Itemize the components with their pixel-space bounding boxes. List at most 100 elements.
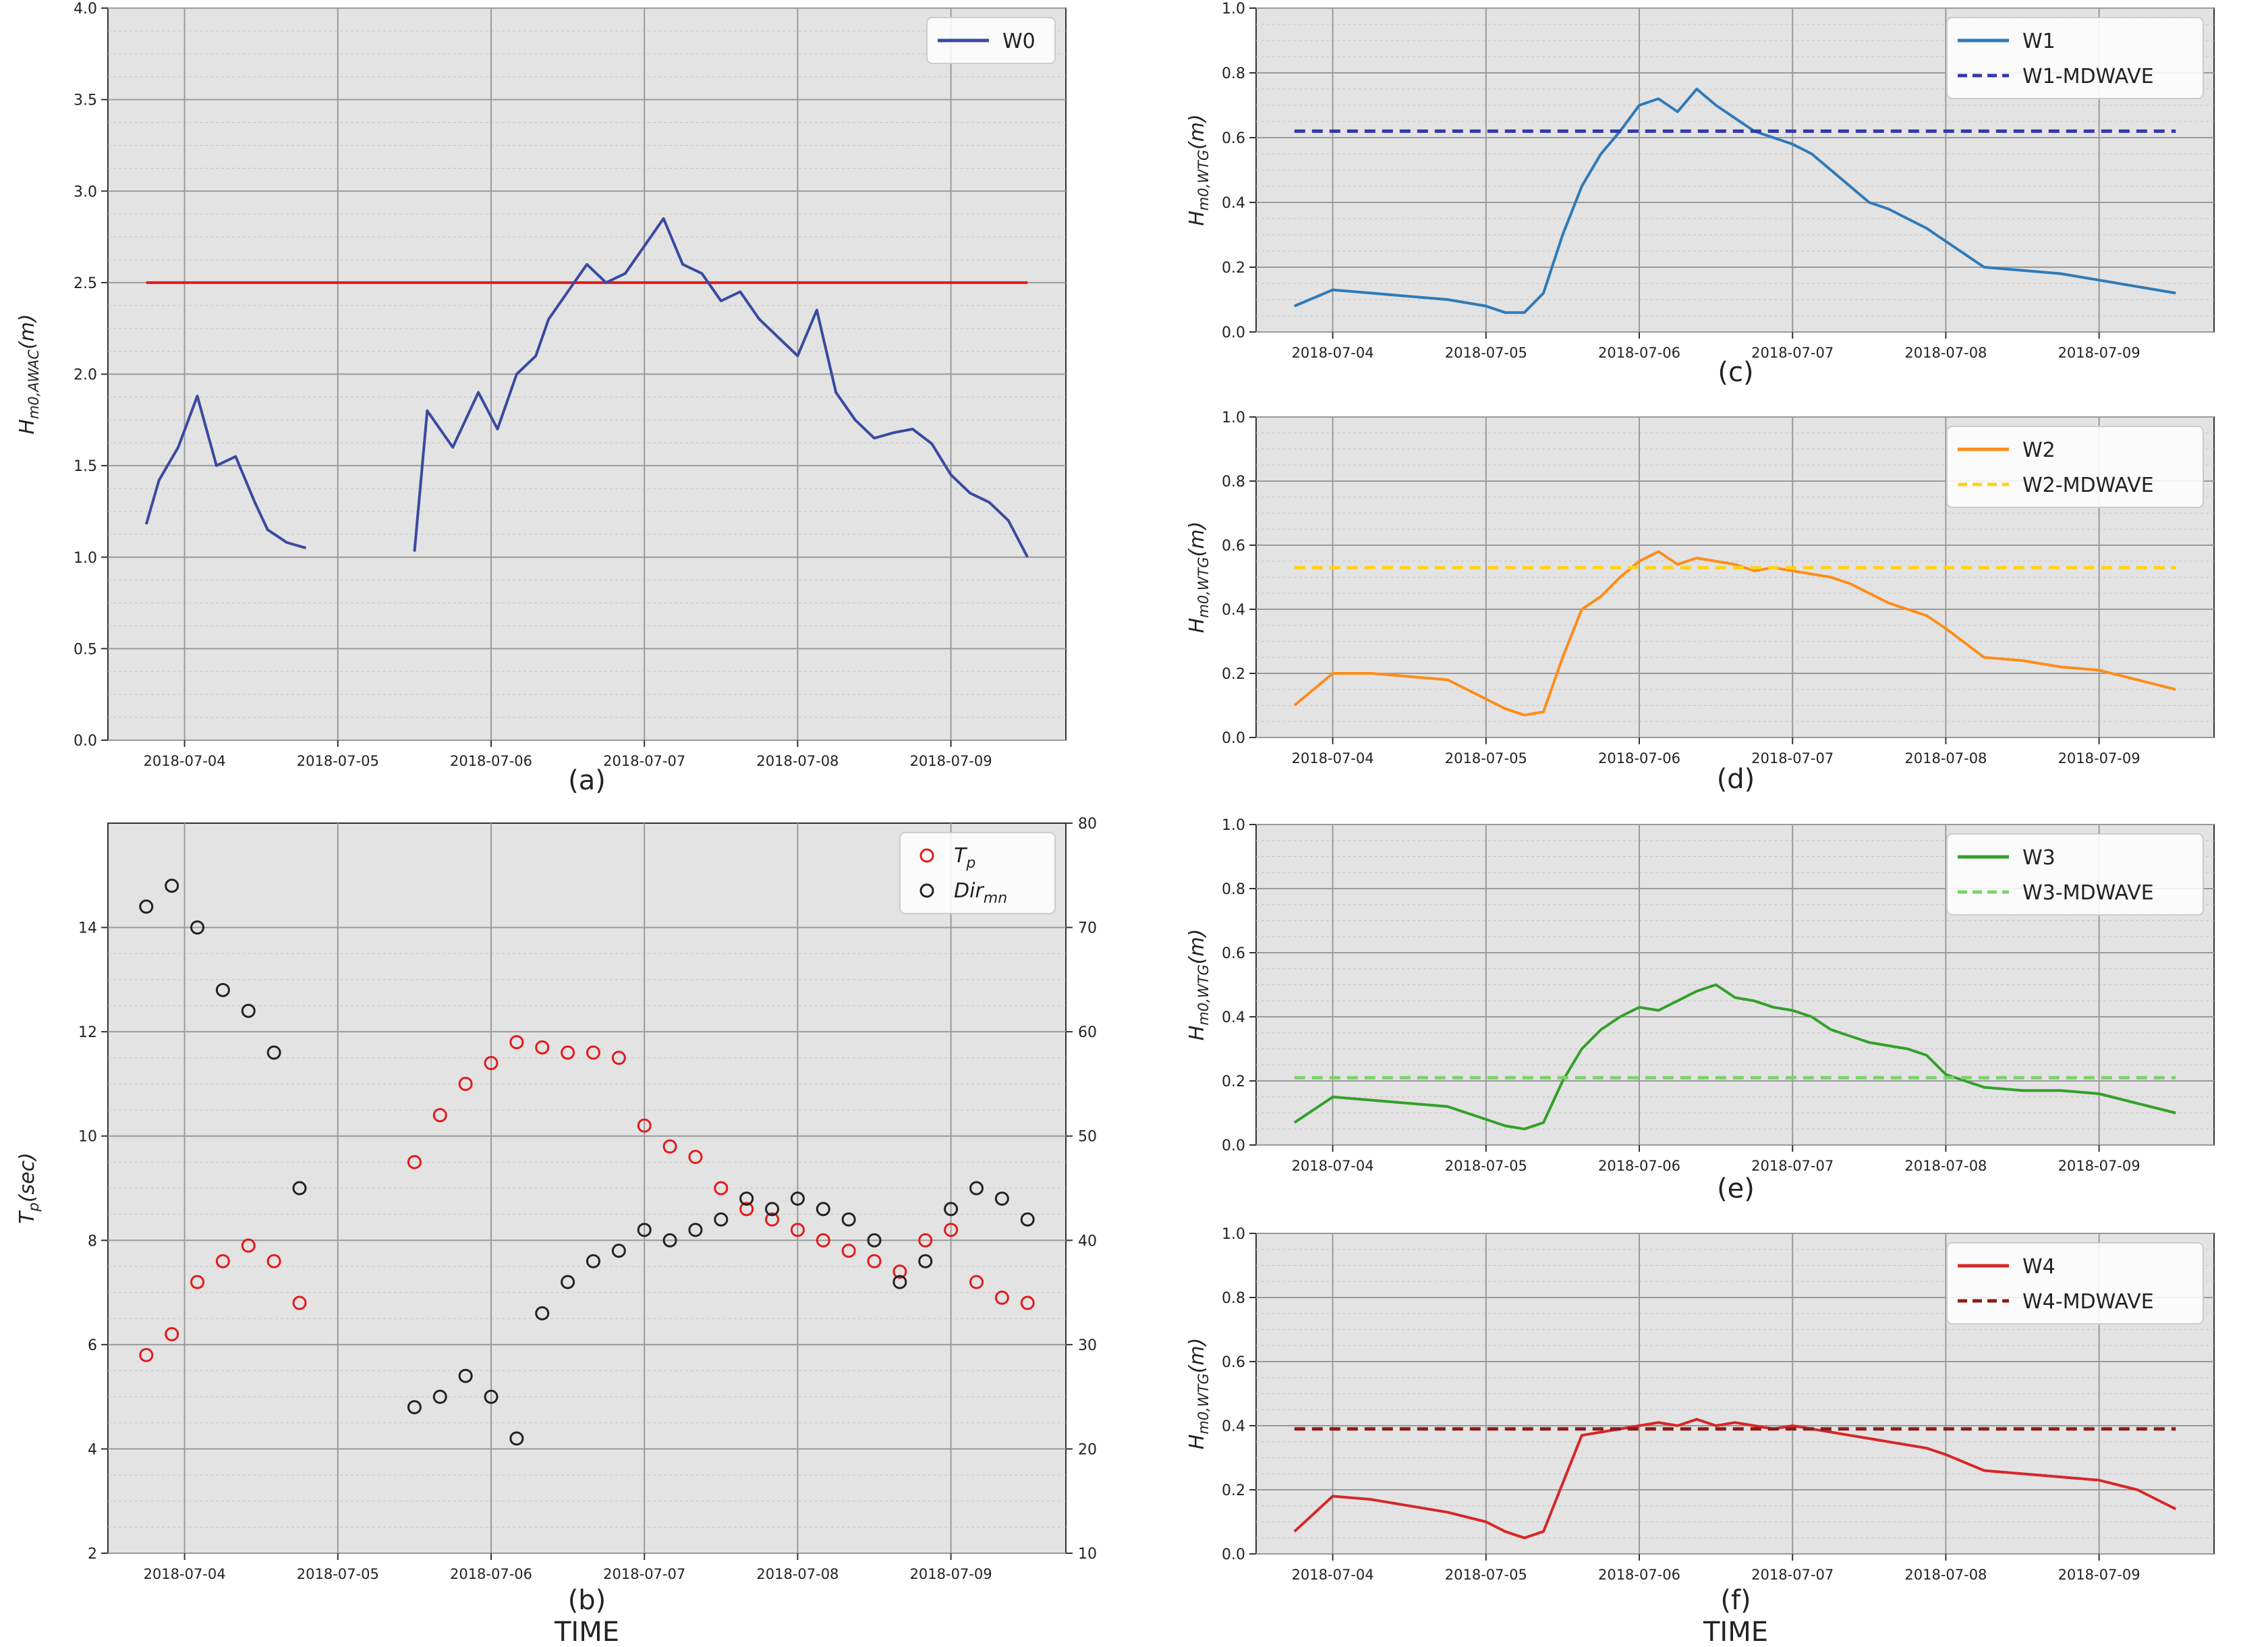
x-axis-label: TIME — [554, 1617, 619, 1647]
data-point — [458, 1368, 473, 1383]
legend-box — [926, 17, 1056, 64]
data-point — [1020, 1212, 1035, 1227]
y-tick-label: 0.6 — [1222, 538, 1245, 555]
legend-marker — [919, 883, 934, 898]
y-right-tick-label: 60 — [1078, 1024, 1097, 1041]
data-point — [867, 1233, 882, 1248]
panel-b: 2 4 6 8 10 12 14 2018-07-04 2018-07-05 2018-07-06… — [16, 816, 1097, 1647]
data-point — [765, 1212, 780, 1227]
data-point — [994, 1191, 1009, 1206]
series-t — [139, 1035, 1035, 1362]
panel-label: (a) — [568, 765, 606, 796]
y-right-tick-label: 80 — [1078, 816, 1097, 833]
data-point — [139, 1347, 154, 1362]
y-tick-label: 2 — [88, 1546, 97, 1563]
y-tick-label: 0.2 — [1222, 1073, 1245, 1090]
legend-label: W3-MDWAVE — [2022, 881, 2154, 905]
y-axis-label: Hm0,WTG(m) — [1185, 1338, 1212, 1450]
y-tick-label: 4.0 — [74, 1, 97, 18]
y-tick-label: 0.6 — [1222, 945, 1245, 962]
series-dir — [139, 878, 1035, 1446]
x-tick-label: 2018-07-06 — [1598, 345, 1680, 361]
data-point — [1020, 1295, 1035, 1310]
legend-label: Dirmn — [954, 879, 1007, 907]
panel-e: 0.0 0.2 0.4 0.6 0.8 1.0 2018-07-04 2018-07-05 20… — [1185, 817, 2215, 1204]
x-tick-label: 2018-07-06 — [450, 1566, 532, 1582]
legend-label: W4-MDWAVE — [2022, 1290, 2154, 1314]
y-tick-label: 2.5 — [74, 275, 97, 292]
y-right-tick-label: 70 — [1078, 920, 1097, 937]
panel-d: 0.0 0.2 0.4 0.6 0.8 1.0 2018-07-04 2018-07-05 20… — [1185, 410, 2215, 795]
x-tick-label: 2018-07-09 — [2058, 345, 2141, 361]
y-axis-label: Hm0,WTG(m) — [1185, 522, 1212, 634]
data-point — [241, 1238, 256, 1253]
data-point — [867, 1254, 882, 1268]
data-point — [662, 1233, 677, 1248]
data-point — [190, 920, 205, 935]
x-tick-label: 2018-07-06 — [1598, 1158, 1680, 1174]
y-tick-label: 0.2 — [1222, 666, 1245, 683]
data-point — [215, 1254, 230, 1268]
x-tick-label: 2018-07-05 — [1445, 750, 1527, 766]
panel-f: 0.0 0.2 0.4 0.6 0.8 1.0 2018-07-04 2018-07-05 20… — [1185, 1226, 2215, 1647]
data-point — [918, 1233, 933, 1248]
data-point — [484, 1056, 499, 1071]
y-axis-label: Tp(sec) — [16, 1152, 42, 1224]
data-point — [790, 1191, 805, 1206]
data-point — [688, 1150, 703, 1165]
series-line — [144, 395, 307, 550]
data-point — [458, 1076, 473, 1091]
data-point — [611, 1051, 626, 1065]
x-tick-label: 2018-07-04 — [144, 1566, 226, 1582]
x-tick-label: 2018-07-07 — [1751, 1158, 1834, 1174]
legend-marker — [919, 848, 934, 863]
data-point — [816, 1233, 830, 1248]
x-tick-label: 2018-07-09 — [910, 1566, 992, 1582]
x-tick-label: 2018-07-08 — [1904, 750, 1987, 766]
y-tick-label: 0.6 — [1222, 1354, 1245, 1371]
x-tick-label: 2018-07-08 — [1904, 1567, 1987, 1583]
y-tick-label: 1.0 — [1222, 1, 1245, 18]
data-point — [611, 1244, 626, 1258]
data-point — [892, 1275, 907, 1289]
x-tick-label: 2018-07-07 — [603, 1566, 685, 1582]
data-point — [241, 1003, 256, 1018]
y-axis-label: Hm0,WTG(m) — [1185, 929, 1212, 1041]
data-point — [790, 1223, 805, 1237]
y-tick-label: 0.8 — [1222, 881, 1245, 898]
y-right-tick-label: 20 — [1078, 1441, 1097, 1458]
data-point — [292, 1295, 307, 1310]
legend: W1 W1-MDWAVE — [1946, 17, 2204, 99]
x-tick-label: 2018-07-06 — [1598, 750, 1680, 766]
panel-label: (f) — [1720, 1585, 1751, 1616]
y-tick-label: 0.5 — [74, 641, 97, 658]
data-point — [266, 1254, 281, 1268]
legend-box — [1946, 833, 2204, 916]
legend-label: Tp — [954, 844, 975, 872]
data-point — [535, 1040, 550, 1055]
panel-label: (e) — [1717, 1173, 1755, 1204]
x-tick-label: 2018-07-06 — [1598, 1567, 1680, 1583]
y-tick-label: 1.0 — [1222, 1226, 1245, 1243]
series-line — [1293, 1418, 2177, 1540]
data-point — [407, 1154, 422, 1169]
data-point — [739, 1191, 754, 1206]
legend: W4 W4-MDWAVE — [1946, 1242, 2204, 1324]
data-point — [969, 1181, 984, 1196]
data-point — [432, 1108, 447, 1123]
x-tick-label: 2018-07-04 — [144, 753, 226, 769]
legend-box — [899, 832, 1056, 914]
y-tick-label: 10 — [78, 1129, 97, 1146]
y-tick-label: 2.0 — [74, 367, 97, 384]
data-point — [841, 1212, 856, 1227]
y-tick-label: 0.0 — [1222, 1546, 1245, 1563]
x-tick-label: 2018-07-07 — [603, 753, 685, 769]
plot-area — [107, 822, 1067, 1554]
data-point — [165, 1327, 179, 1341]
legend-label: W2-MDWAVE — [2022, 474, 2154, 497]
legend-box — [1946, 17, 2204, 99]
data-point — [535, 1306, 550, 1320]
data-point — [586, 1254, 600, 1268]
y-tick-label: 0.0 — [74, 733, 97, 750]
